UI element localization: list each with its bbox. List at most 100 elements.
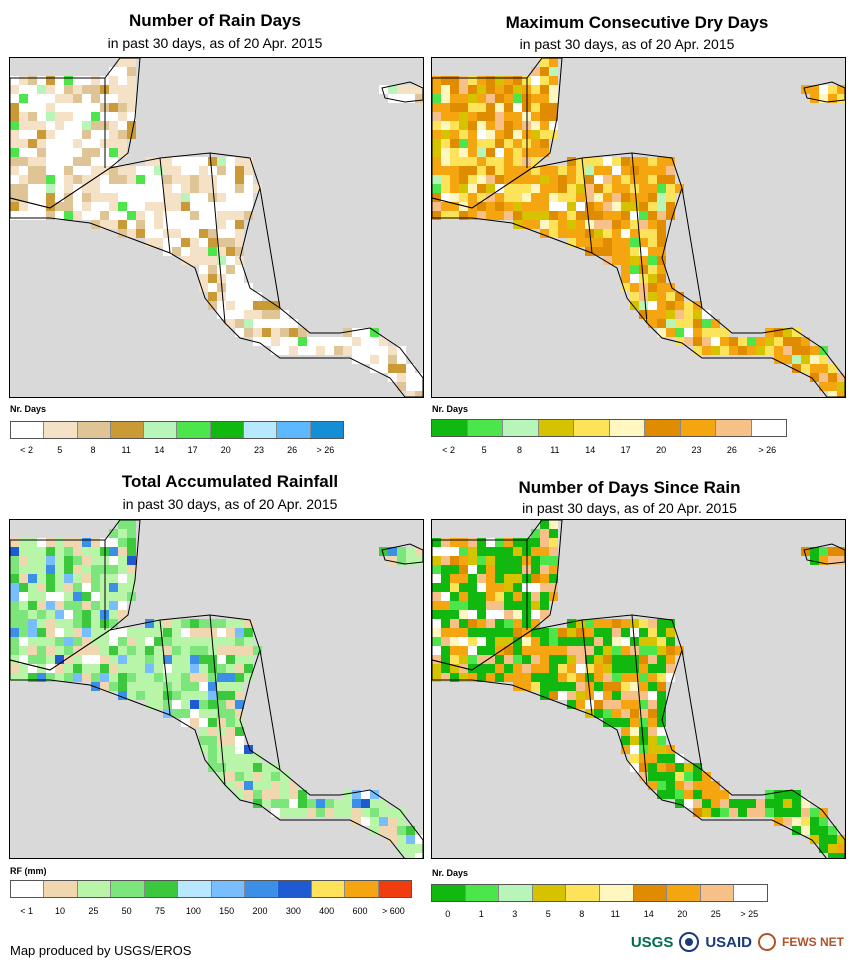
raster-cell (432, 673, 441, 682)
raster-cell (172, 229, 181, 238)
raster-cell (648, 157, 657, 166)
raster-cell (432, 583, 441, 592)
raster-cell (801, 799, 810, 808)
raster-cell (576, 691, 585, 700)
raster-cell (235, 301, 244, 310)
raster-cell (531, 193, 540, 202)
raster-cell (19, 94, 28, 103)
raster-cell (504, 121, 513, 130)
raster-cell (639, 619, 648, 628)
raster-cell (630, 700, 639, 709)
legend-tick-label: < 2 (20, 445, 33, 455)
raster-cell (675, 781, 684, 790)
raster-cell (343, 790, 352, 799)
raster-cell (621, 628, 630, 637)
raster-cell (109, 139, 118, 148)
raster-cell (450, 94, 459, 103)
raster-cell (432, 211, 441, 220)
raster-cell (280, 808, 289, 817)
raster-cell (172, 211, 181, 220)
raster-cell (459, 211, 468, 220)
raster-cell (10, 664, 19, 673)
raster-cell (19, 103, 28, 112)
raster-cell (567, 238, 576, 247)
legend-swatch (110, 422, 145, 438)
raster-cell (154, 700, 163, 709)
raster-cell (82, 157, 91, 166)
raster-cell (37, 139, 46, 148)
raster-cell (477, 673, 486, 682)
raster-cell (343, 337, 352, 346)
raster-cell (352, 790, 361, 799)
raster-cell (235, 220, 244, 229)
raster-cell (585, 211, 594, 220)
raster-cell (82, 166, 91, 175)
raster-cell (217, 727, 226, 736)
raster-cell (19, 112, 28, 121)
raster-cell (82, 94, 91, 103)
raster-cell (468, 193, 477, 202)
raster-cell (684, 763, 693, 772)
raster-cell (540, 583, 549, 592)
raster-cell (540, 655, 549, 664)
raster-cell (28, 130, 37, 139)
raster-cell (450, 211, 459, 220)
raster-cell (91, 592, 100, 601)
raster-cell (810, 826, 819, 835)
raster-cell (594, 637, 603, 646)
raster-cell (109, 184, 118, 193)
raster-cell (91, 175, 100, 184)
raster-cell (208, 238, 217, 247)
raster-cell (415, 556, 423, 565)
raster-cell (28, 94, 37, 103)
raster-cell (217, 301, 226, 310)
raster-cell (630, 709, 639, 718)
raster-cell (235, 754, 244, 763)
raster-cell (118, 556, 127, 565)
legend-swatch (751, 420, 786, 436)
raster-cell (37, 130, 46, 139)
raster-cell (55, 85, 64, 94)
raster-cell (765, 808, 774, 817)
raster-cell (432, 193, 441, 202)
raster-cell (630, 256, 639, 265)
raster-cell (630, 727, 639, 736)
raster-cell (531, 220, 540, 229)
raster-cell (82, 583, 91, 592)
raster-cell (37, 673, 46, 682)
raster-cell (37, 193, 46, 202)
raster-cell (648, 727, 657, 736)
raster-cell (666, 184, 675, 193)
raster-cell (675, 754, 684, 763)
raster-cell (73, 565, 82, 574)
raster-cell (118, 547, 127, 556)
raster-cell (540, 538, 549, 547)
raster-cell (513, 538, 522, 547)
raster-cell (253, 328, 262, 337)
raster-cell (657, 673, 666, 682)
raster-cell (190, 646, 199, 655)
raster-cell (657, 790, 666, 799)
raster-cell (531, 628, 540, 637)
raster-cell (810, 556, 819, 565)
raster-cell (136, 673, 145, 682)
raster-cell (388, 826, 397, 835)
raster-cell (19, 175, 28, 184)
raster-cell (64, 538, 73, 547)
raster-cell (55, 592, 64, 601)
raster-cell (477, 601, 486, 610)
raster-cell (388, 373, 397, 382)
raster-cell (792, 799, 801, 808)
raster-cell (91, 574, 100, 583)
raster-cell (127, 583, 136, 592)
raster-cell (531, 166, 540, 175)
raster-cell (28, 565, 37, 574)
raster-cell (558, 202, 567, 211)
legend-unit: Nr. Days (432, 404, 469, 414)
raster-cell (441, 103, 450, 112)
raster-cell (513, 619, 522, 628)
raster-cell (118, 637, 127, 646)
raster-cell (549, 529, 558, 538)
raster-cell (406, 547, 415, 556)
raster-cell (37, 76, 46, 85)
